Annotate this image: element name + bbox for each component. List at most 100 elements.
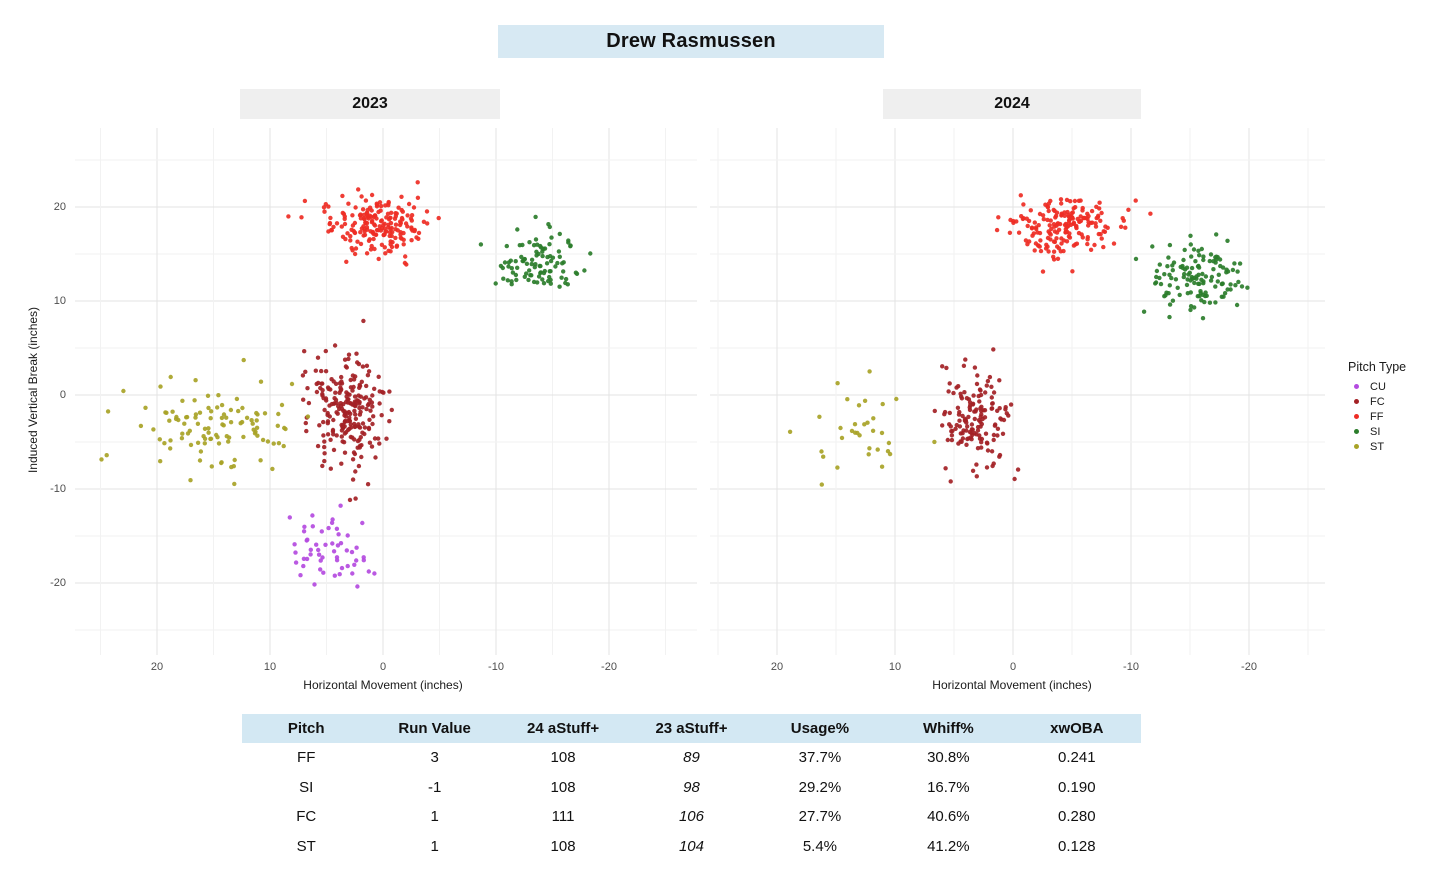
scatter-point bbox=[349, 227, 354, 232]
scatter-point bbox=[566, 240, 571, 245]
scatter-point bbox=[1158, 281, 1164, 287]
scatter-point bbox=[995, 408, 1000, 413]
table-cell: 1 bbox=[430, 837, 439, 855]
table-row: ST 1 108 104 5.4% 41.2% 0.128 bbox=[242, 832, 1141, 862]
legend-title: Pitch Type bbox=[1348, 360, 1407, 374]
scatter-point bbox=[932, 439, 937, 445]
scatter-point bbox=[251, 427, 256, 432]
scatter-point bbox=[238, 421, 243, 426]
scatter-point bbox=[208, 416, 213, 421]
scatter-point bbox=[104, 453, 109, 458]
scatter-point bbox=[338, 385, 343, 390]
scatter-point bbox=[289, 381, 295, 387]
scatter-point bbox=[409, 238, 414, 243]
scatter-point bbox=[158, 459, 163, 464]
scatter-point bbox=[314, 389, 320, 395]
scatter-point bbox=[1177, 292, 1182, 298]
scatter-point bbox=[1181, 257, 1186, 263]
scatter-point bbox=[208, 436, 213, 442]
scatter-point bbox=[1012, 476, 1017, 482]
scatter-point bbox=[949, 437, 955, 443]
scatter-point bbox=[345, 231, 350, 236]
scatter-point bbox=[179, 436, 185, 441]
scatter-point bbox=[541, 281, 547, 286]
scatter-point bbox=[244, 415, 250, 420]
legend-entry-CU: CU bbox=[1348, 379, 1406, 394]
scatter-point bbox=[1024, 216, 1029, 221]
scatter-point bbox=[1063, 230, 1068, 235]
scatter-point bbox=[553, 264, 558, 269]
scatter-point bbox=[1208, 278, 1214, 283]
scatter-point bbox=[979, 440, 984, 445]
x-axis-title-right: Horizontal Movement (inches) bbox=[932, 678, 1092, 692]
player-title-bar: Drew Rasmussen bbox=[498, 25, 884, 58]
scatter-point bbox=[946, 389, 951, 394]
scatter-point bbox=[852, 422, 858, 427]
scatter-point bbox=[945, 437, 950, 443]
scatter-point bbox=[875, 447, 880, 452]
scatter-point bbox=[985, 378, 991, 384]
scatter-point bbox=[209, 409, 214, 414]
scatter-point bbox=[1047, 223, 1052, 228]
legend-entry-SI: SI bbox=[1348, 424, 1406, 439]
scatter-point bbox=[232, 481, 237, 487]
scatter-point bbox=[526, 277, 531, 283]
scatter-point bbox=[1021, 202, 1026, 207]
scatter-point bbox=[1166, 255, 1171, 260]
scatter-point bbox=[1188, 242, 1193, 247]
scatter-point bbox=[1070, 269, 1075, 274]
scatter-point bbox=[345, 533, 350, 538]
scatter-point bbox=[416, 230, 422, 236]
scatter-point bbox=[547, 269, 552, 274]
scatter-point bbox=[969, 437, 974, 442]
legend-entry-label: SI bbox=[1370, 425, 1381, 438]
scatter-point bbox=[1173, 277, 1179, 282]
table-cell: 108 bbox=[550, 778, 576, 796]
scatter-point bbox=[398, 230, 403, 235]
scatter-point bbox=[995, 433, 1000, 438]
scatter-point bbox=[322, 439, 327, 444]
scatter-point bbox=[819, 449, 824, 454]
scatter-point bbox=[219, 415, 225, 421]
scatter-point bbox=[1203, 290, 1208, 295]
scatter-point bbox=[974, 407, 979, 412]
scatter-point bbox=[1211, 267, 1216, 272]
scatter-point bbox=[1081, 215, 1087, 221]
scatter-point bbox=[301, 563, 306, 569]
scatter-point bbox=[394, 244, 399, 249]
scatter-point bbox=[310, 513, 315, 518]
scatter-point bbox=[286, 214, 291, 219]
scatter-point bbox=[316, 552, 322, 557]
scatter-point bbox=[1064, 224, 1069, 230]
scatter-point bbox=[325, 410, 330, 416]
scatter-point bbox=[948, 479, 953, 484]
scatter-point bbox=[1207, 258, 1212, 264]
scatter-point bbox=[1196, 248, 1201, 253]
scatter-point bbox=[352, 251, 358, 257]
year-header-2024: 2024 bbox=[883, 89, 1141, 119]
scatter-point bbox=[357, 405, 362, 411]
scatter-point bbox=[1032, 220, 1037, 225]
scatter-point bbox=[350, 477, 356, 482]
scatter-point bbox=[1088, 220, 1093, 226]
scatter-point bbox=[1221, 294, 1226, 299]
scatter-point bbox=[350, 435, 355, 440]
scatter-point bbox=[1188, 233, 1193, 238]
scatter-plot-2023 bbox=[75, 128, 697, 655]
scatter-point bbox=[229, 464, 234, 470]
scatter-point bbox=[527, 240, 532, 245]
scatter-point bbox=[330, 541, 335, 546]
scatter-point bbox=[202, 426, 208, 431]
scatter-point bbox=[534, 249, 539, 254]
scatter-cluster-FC-2024 bbox=[932, 347, 1021, 484]
scatter-point bbox=[138, 423, 144, 429]
scatter-point bbox=[1099, 210, 1104, 216]
scatter-point bbox=[317, 423, 322, 428]
scatter-point bbox=[894, 396, 899, 402]
scatter-point bbox=[99, 457, 104, 462]
scatter-point bbox=[328, 387, 333, 392]
scatter-point bbox=[970, 468, 976, 473]
scatter-point bbox=[1154, 274, 1159, 280]
scatter-point bbox=[975, 373, 980, 378]
scatter-point bbox=[943, 466, 948, 471]
